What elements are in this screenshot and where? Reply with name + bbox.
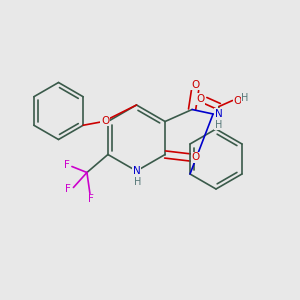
Text: F: F <box>65 184 71 194</box>
Text: N: N <box>133 166 140 176</box>
Text: O: O <box>192 152 200 163</box>
Text: O: O <box>191 80 199 90</box>
Text: H: H <box>242 92 249 103</box>
Text: F: F <box>88 194 94 205</box>
Text: O: O <box>101 116 109 126</box>
Text: H: H <box>215 119 222 130</box>
Text: H: H <box>134 177 142 188</box>
Text: O: O <box>196 94 204 104</box>
Text: N: N <box>214 109 222 119</box>
Text: O: O <box>234 95 242 106</box>
Text: F: F <box>64 160 70 170</box>
